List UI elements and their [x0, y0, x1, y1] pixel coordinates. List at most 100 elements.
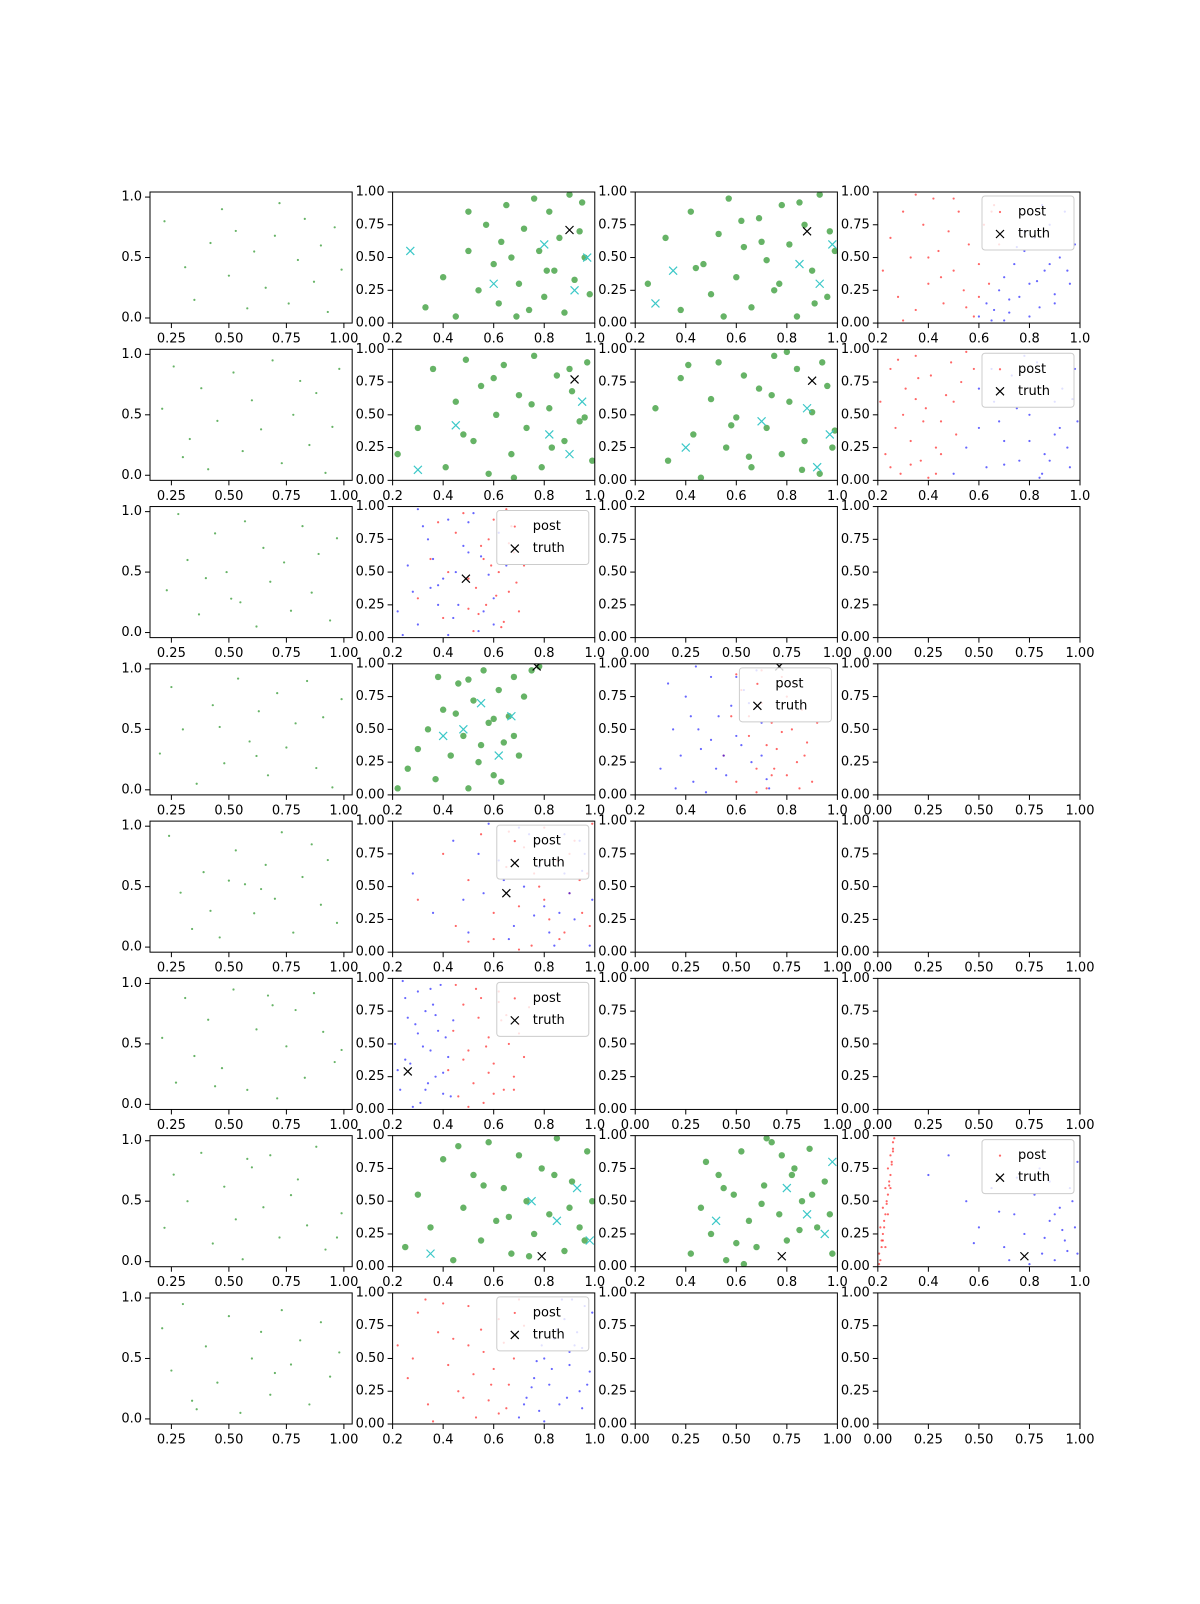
x-tick-label: 0.50	[722, 961, 751, 976]
x-tick-label: 0.6	[726, 803, 747, 818]
point	[470, 437, 477, 445]
point	[553, 944, 556, 947]
point	[331, 425, 334, 428]
point	[457, 603, 460, 606]
point	[424, 726, 432, 733]
point	[470, 1171, 477, 1179]
subplot: 0.00 0.25 0.50 0.75 1.00 0.00 0.25 0.50 0.75 1.00	[841, 814, 1095, 976]
point	[338, 1351, 341, 1354]
x-tick-label: 0.6	[969, 489, 990, 504]
point	[493, 411, 500, 419]
point	[289, 1363, 293, 1366]
point	[442, 1302, 445, 1305]
point	[927, 1173, 930, 1177]
plot-area	[877, 978, 1080, 1110]
x-tick-label: 1.0	[827, 1275, 848, 1290]
point	[530, 195, 538, 202]
point	[305, 679, 309, 683]
points	[167, 831, 339, 939]
point	[771, 352, 778, 360]
legend-label: truth	[533, 1327, 565, 1342]
x-tick-label: 0.8	[777, 803, 798, 818]
point	[672, 728, 675, 731]
point	[308, 1403, 311, 1406]
point	[492, 1367, 495, 1371]
x-tick-label: 0.75	[772, 961, 801, 976]
legend: post truth	[496, 981, 590, 1037]
point	[546, 208, 553, 215]
point	[829, 444, 836, 451]
point	[740, 743, 743, 747]
subplot: 0.25 0.50 0.75 1.00 0.0 0.5 1.0	[121, 1133, 358, 1290]
point	[517, 1416, 521, 1419]
x-tick-label: 0.75	[272, 1275, 301, 1290]
point	[505, 1213, 513, 1221]
point	[250, 399, 253, 402]
y-tick-label: 0.00	[356, 1417, 385, 1432]
points	[687, 1135, 837, 1267]
points	[402, 1135, 595, 1264]
y-tick-label: 0.25	[841, 1069, 870, 1084]
point	[960, 380, 963, 384]
x-tick-label: 1.00	[1066, 646, 1095, 661]
point	[917, 377, 920, 380]
x-tick-label: 0.6	[483, 489, 504, 504]
y-tick-label: 0.00	[841, 1417, 870, 1432]
y-tick-label: 0.50	[841, 1194, 870, 1209]
point	[269, 1393, 272, 1396]
point	[232, 988, 235, 991]
x-tick-label: 0.4	[433, 646, 454, 661]
point	[414, 424, 422, 432]
y-tick-label: 0.50	[841, 565, 870, 580]
point	[431, 557, 435, 561]
point	[890, 1163, 893, 1166]
point	[932, 197, 935, 200]
point	[535, 247, 543, 255]
point	[733, 1239, 740, 1247]
point	[730, 1191, 737, 1198]
x-tick-label: 0.50	[214, 489, 243, 504]
y-tick-label: 0.5	[121, 879, 142, 894]
y-tick-label: 0.0	[121, 468, 142, 483]
point	[1058, 426, 1061, 430]
point	[241, 1258, 244, 1261]
y-tick-label: 0.50	[356, 250, 385, 265]
y-tick-label: 1.00	[598, 499, 627, 514]
x-tick-label: 0.2	[867, 489, 888, 504]
point	[894, 426, 897, 430]
point	[1038, 306, 1041, 309]
point	[778, 1152, 785, 1159]
x-marker	[461, 574, 471, 584]
point	[901, 319, 905, 322]
y-tick-label: 1.0	[121, 976, 142, 991]
x-tick-label: 1.00	[329, 1118, 358, 1133]
point	[416, 1311, 419, 1314]
point	[462, 1396, 465, 1399]
point	[487, 1399, 490, 1402]
point	[530, 944, 533, 947]
point	[543, 905, 546, 908]
y-tick-label: 0.75	[598, 689, 627, 704]
point	[462, 1003, 465, 1006]
point	[576, 418, 583, 425]
point	[697, 474, 705, 481]
legend-box	[496, 981, 590, 1037]
point	[1035, 280, 1039, 283]
x-tick-label: 0.25	[671, 646, 700, 661]
x-tick-label: 0.2	[382, 961, 403, 976]
point	[452, 1029, 455, 1032]
point	[512, 1088, 516, 1091]
legend-label: post	[533, 834, 561, 849]
y-tick-label: 1.00	[598, 814, 627, 829]
point	[426, 1082, 430, 1085]
point	[939, 453, 943, 456]
x-tick-label: 1.00	[823, 1433, 852, 1448]
x-tick-label: 0.00	[621, 1433, 650, 1448]
legend-label: post	[533, 519, 561, 534]
point	[884, 1213, 887, 1216]
point	[181, 1302, 184, 1306]
point	[338, 367, 341, 370]
point	[204, 1345, 207, 1348]
x-tick-label: 0.4	[433, 1275, 454, 1290]
point	[460, 1204, 467, 1211]
